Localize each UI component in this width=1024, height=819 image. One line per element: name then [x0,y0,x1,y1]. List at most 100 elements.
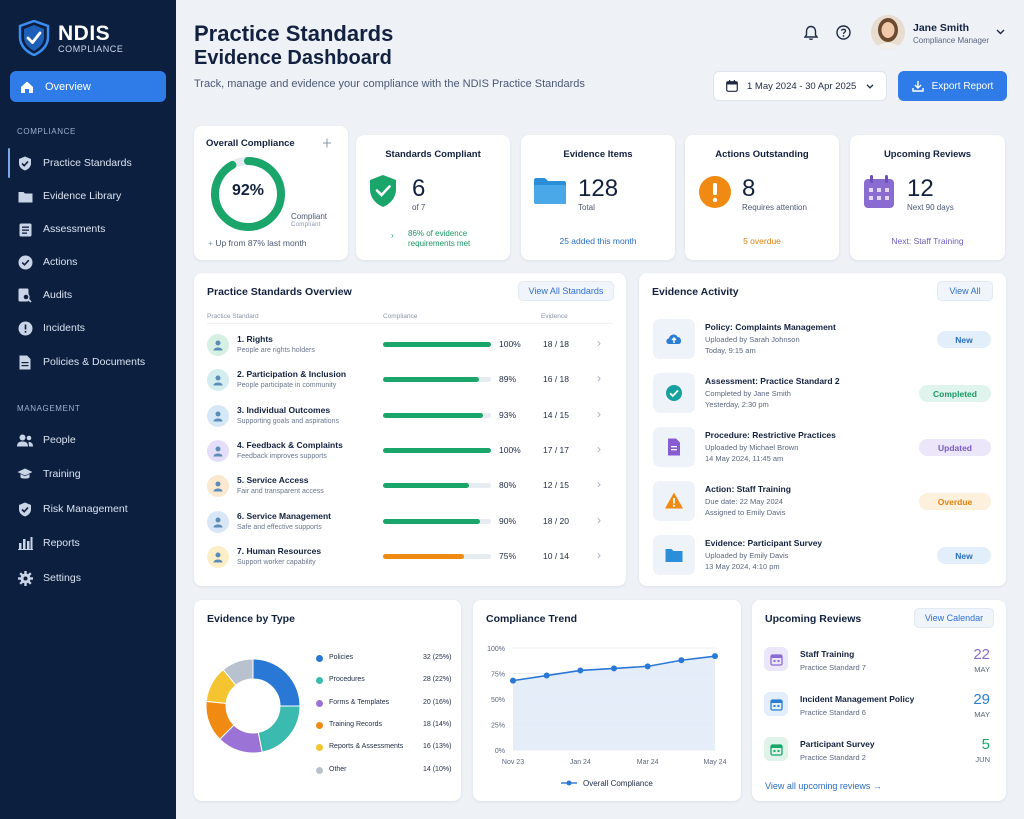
standard-name: 4. Feedback & Complaints [237,439,343,450]
trend-point [577,667,584,674]
nav-evidence-library[interactable]: Evidence Library [17,186,121,206]
kpi-card-standards[interactable]: Standards Compliant 6 of 7 › 86% of evid… [356,135,510,260]
legend-count: 28 (22%) [423,676,452,684]
standard-row[interactable]: 7. Human Resources Support worker capabil… [194,543,626,575]
evidence-count: 12 / 15 [543,480,569,491]
standard-row[interactable]: 6. Service Management Safe and effective … [194,508,626,540]
legend-label: Forms & Templates [329,698,390,706]
activity-item[interactable]: Assessment: Practice Standard 2 Completed… [639,373,1006,419]
nav-training[interactable]: Training [17,464,81,484]
nav-practice-standards[interactable]: Practice Standards [8,148,132,178]
kpi-card-actions[interactable]: Actions Outstanding 8 Requires attention… [685,135,839,260]
logo[interactable]: NDIS COMPLIANCE [0,0,176,60]
activity-item[interactable]: Policy: Complaints Management Uploaded by… [639,319,1006,365]
kpi-card-reviews[interactable]: Upcoming Reviews 12 Next 90 days Next: S… [850,135,1005,260]
shield-check-icon [17,501,33,517]
chevron-right-icon[interactable]: › [597,371,601,386]
date-range-picker[interactable]: 1 May 2024 - 30 Apr 2025 [713,71,887,101]
expand-icon[interactable] [322,138,332,148]
shield-check-icon [17,155,33,171]
compliance-trend-text: Up from 87% last month [215,238,307,248]
y-tick-label: 25% [491,723,505,730]
compliance-percent: 80% [499,480,517,491]
calendar-icon [764,737,788,761]
activity-when: 14 May 2024, 11:45 am [705,454,784,463]
chevron-right-icon[interactable]: › [597,477,601,492]
activity-item[interactable]: Evidence: Participant Survey Uploaded by … [639,535,1006,581]
card-title: Overall Compliance [206,138,295,149]
view-all-activity-button[interactable]: View All [937,281,993,301]
chart-title: Compliance Trend [486,613,578,625]
chevron-right-icon[interactable]: › [597,512,601,527]
export-label: Export Report [931,80,994,92]
legend-label: Other [329,765,347,773]
chevron-down-icon[interactable] [996,29,1005,35]
kpi-card-evidence[interactable]: Evidence Items 128 Total 25 added this m… [521,135,675,260]
compliance-bar-fill [383,447,491,453]
upcoming-reviews-card: Upcoming Reviews View Calendar Staff Tra… [752,600,1006,801]
activity-by: Completed by Jane Smith [705,389,791,398]
status-badge: New [937,331,991,348]
chevron-right-icon[interactable]: › [597,336,601,350]
nav-section-compliance: COMPLIANCE [17,127,76,136]
view-all-standards-button[interactable]: View All Standards [518,281,614,301]
kpi-value: 12 [907,175,934,202]
chevron-right-icon[interactable]: › [597,547,601,562]
standard-desc: Support worker capability [237,558,316,566]
nav-risk-management[interactable]: Risk Management [17,499,128,519]
folder-icon [653,535,695,575]
view-calendar-button[interactable]: View Calendar [914,608,994,628]
kpi-foot[interactable]: Next: Staff Training [891,236,964,246]
nav-overview[interactable]: Overview [10,71,166,102]
review-sub: Practice Standard 7 [800,663,866,672]
chevron-right-icon[interactable]: › [597,441,601,456]
document-icon [17,354,33,370]
review-item[interactable]: Incident Management Policy Practice Stand… [752,689,1006,729]
avatar[interactable] [871,15,905,49]
compliance-percent: 90% [499,515,517,526]
kpi-foot[interactable]: 25 added this month [559,236,637,246]
check-circle-icon [17,254,33,270]
review-item[interactable]: Participant Survey Practice Standard 2 5 JU… [752,734,1006,774]
export-report-button[interactable]: Export Report [898,71,1007,101]
nav-assessments[interactable]: Assessments [17,219,105,239]
person-icon [213,375,223,386]
nav-settings[interactable]: Settings [17,568,81,588]
standard-name: 5. Service Access [237,475,309,486]
status-badge: Updated [919,439,991,456]
nav-audits[interactable]: Audits [17,285,72,305]
kpi-title: Upcoming Reviews [883,149,972,160]
overall-compliance-card[interactable]: Overall Compliance 92% Compliant Complia… [194,126,348,260]
x-tick-label: May 24 [704,759,727,766]
nav-incidents[interactable]: Incidents [17,318,85,338]
standard-row[interactable]: 2. Participation & Inclusion People parti… [194,366,626,398]
kpi-value: 6 [412,175,426,202]
standard-icon [207,334,229,356]
donut-slice-1 [257,705,301,753]
standard-row[interactable]: 3. Individual Outcomes Supporting goals a… [194,402,626,434]
view-all-reviews-link[interactable]: View all upcoming reviews → [765,781,882,791]
standard-row[interactable]: 1. Rights People are rights holders 100% 18… [194,331,626,363]
kpi-foot[interactable]: 5 overdue [743,236,781,246]
compliance-percent: 100% [499,444,521,455]
chevron-right-icon: › [391,231,394,240]
help-icon[interactable] [836,25,851,40]
standard-row[interactable]: 4. Feedback & Complaints Feedback improve… [194,437,626,469]
donut-slice-0 [252,658,301,707]
nav-actions[interactable]: Actions [17,252,77,272]
evidence-count: 18 / 20 [543,515,569,526]
activity-item[interactable]: Action: Staff Training Due date: 22 May 2… [639,481,1006,527]
nav-people[interactable]: People [17,430,76,450]
legend-label: Procedures [329,676,365,684]
nav-reports[interactable]: Reports [17,533,80,553]
chevron-right-icon[interactable]: › [597,406,601,421]
bell-icon[interactable] [804,25,818,41]
trend-point [644,663,651,670]
person-icon [213,552,223,563]
kpi-value: 8 [742,175,756,202]
review-item[interactable]: Staff Training Practice Standard 7 22 MAY [752,644,1006,684]
check-circle-icon [653,373,695,413]
nav-policies-documents[interactable]: Policies & Documents [17,352,145,372]
standard-row[interactable]: 5. Service Access Fair and transparent ac… [194,472,626,504]
activity-item[interactable]: Procedure: Restrictive Practices Uploaded… [639,427,1006,473]
